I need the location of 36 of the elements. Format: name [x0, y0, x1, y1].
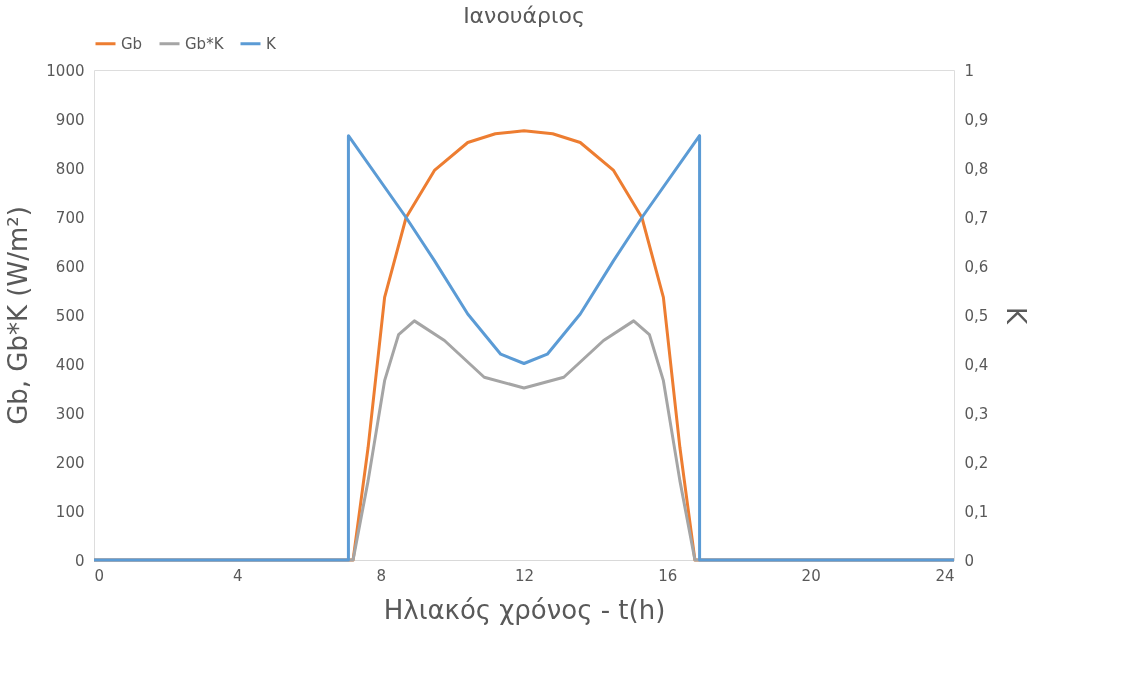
y-tick-label: 1000 — [46, 61, 85, 80]
y-tick-label: 700 — [55, 208, 85, 227]
y2-tick-label: 0,4 — [964, 355, 989, 374]
y2-tick-label: 0,7 — [964, 208, 989, 227]
chart-title: Ιανουάριος — [463, 3, 585, 28]
y-tick-label: 500 — [55, 306, 85, 325]
y2-tick-label: 0 — [964, 551, 975, 570]
y2-tick-label: 0,9 — [964, 110, 989, 129]
y2-tick-label: 0,3 — [964, 404, 989, 423]
y-tick-label: 600 — [55, 257, 85, 276]
y-tick-label: 300 — [55, 404, 85, 423]
x-tick-label: 24 — [935, 566, 955, 585]
y-tick-label: 0 — [74, 551, 85, 570]
y-tick-label: 900 — [55, 110, 85, 129]
y2-tick-label: 0,6 — [964, 257, 989, 276]
x-tick-label: 16 — [658, 566, 678, 585]
y-tick-label: 400 — [55, 355, 85, 374]
y-axis-title: Gb, Gb*K (W/m²) — [3, 206, 34, 425]
y2-tick-label: 1 — [964, 61, 975, 80]
x-tick-label: 12 — [514, 566, 535, 585]
x-tick-label: 4 — [233, 566, 243, 585]
legend-label: Gb*K — [185, 34, 225, 53]
y2-tick-label: 0,5 — [964, 306, 989, 325]
x-tick-label: 0 — [94, 566, 105, 585]
x-axis-title: Ηλιακός χρόνος - t(h) — [383, 594, 666, 625]
y2-tick-label: 0,1 — [964, 502, 989, 521]
y-tick-label: 200 — [55, 453, 85, 472]
x-tick-label: 20 — [801, 566, 821, 585]
legend-label: Gb — [121, 34, 143, 53]
legend-label: K — [266, 34, 277, 53]
y2-tick-label: 0,2 — [964, 453, 989, 472]
y-tick-label: 100 — [55, 502, 85, 521]
y-tick-label: 800 — [55, 159, 85, 178]
y2-tick-label: 0,8 — [964, 159, 989, 178]
y2-axis-title: K — [1001, 306, 1032, 325]
x-tick-label: 8 — [376, 566, 386, 585]
